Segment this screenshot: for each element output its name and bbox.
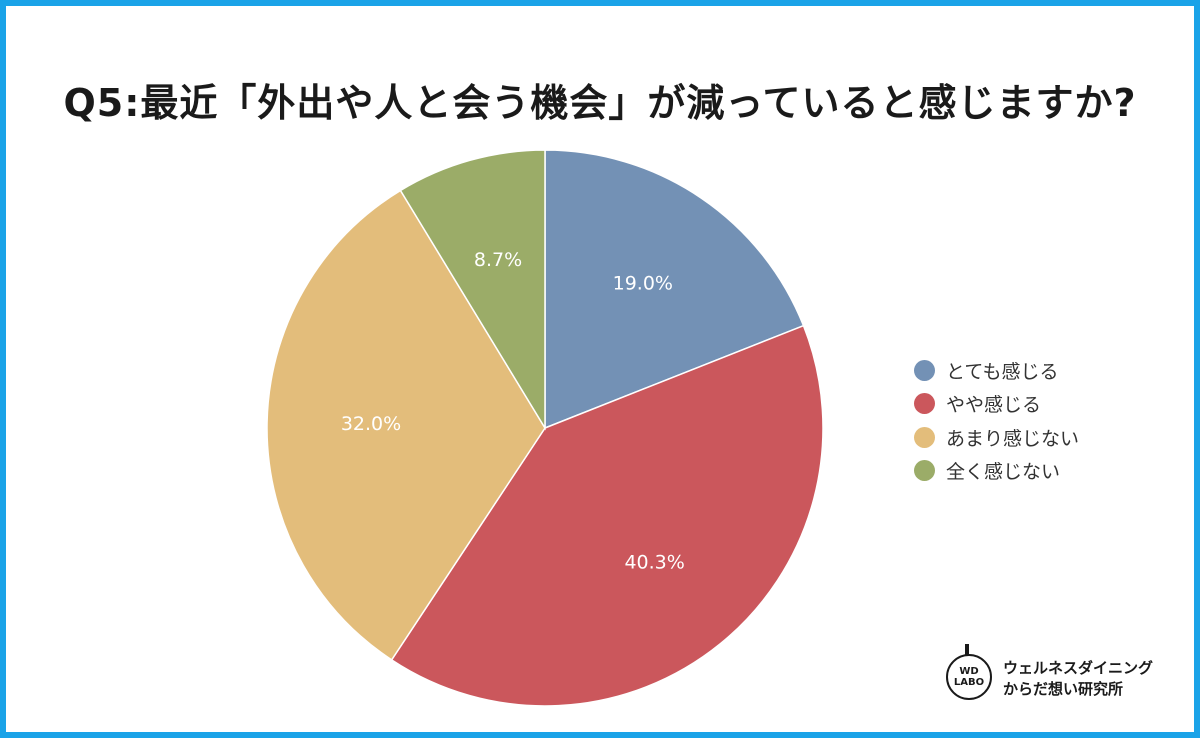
logo-text: ウェルネスダイニング からだ想い研究所 <box>1003 658 1153 700</box>
logo-text-line2: からだ想い研究所 <box>1003 680 1124 698</box>
slice-value-label: 40.3% <box>624 552 684 574</box>
logo-mark-line1: WD <box>959 666 979 677</box>
slice-value-label: 32.0% <box>341 413 401 435</box>
legend-item-not-at-all: 全く感じない <box>914 460 1079 483</box>
slice-not-much <box>266 189 546 661</box>
legend-label: とても感じる <box>946 360 1059 383</box>
legend-label: 全く感じない <box>946 461 1061 483</box>
legend: とても感じる やや感じる あまり感じない 全く感じない <box>914 359 1079 494</box>
chart-title: Q5:最近「外出や人と会う機会」が減っていると感じますか? <box>63 81 1137 125</box>
wd-labo-logo: WD LABO ウェルネスダイニング からだ想い研究所 <box>946 644 1176 708</box>
slice-not-at-all <box>399 149 546 431</box>
legend-swatch <box>914 426 935 448</box>
legend-swatch <box>914 393 935 414</box>
logo-text-line1: ウェルネスダイニング <box>1003 659 1154 677</box>
legend-label: やや感じる <box>946 394 1042 416</box>
legend-swatch <box>914 460 935 481</box>
slice-value-label: 19.0% <box>613 273 673 295</box>
slice-somewhat <box>390 324 824 707</box>
legend-item-somewhat: やや感じる <box>914 393 1079 416</box>
legend-label: あまり感じない <box>946 427 1080 450</box>
legend-swatch <box>914 359 935 381</box>
legend-item-very-much: とても感じる <box>914 359 1079 383</box>
logo-mark-line2: LABO <box>953 677 985 688</box>
slice-value-label: 8.7% <box>474 249 522 271</box>
slice-very-much <box>544 149 805 430</box>
logo-flask-neck <box>965 644 969 656</box>
logo-flask-icon: WD LABO <box>946 654 992 700</box>
legend-item-not-much: あまり感じない <box>914 426 1079 450</box>
